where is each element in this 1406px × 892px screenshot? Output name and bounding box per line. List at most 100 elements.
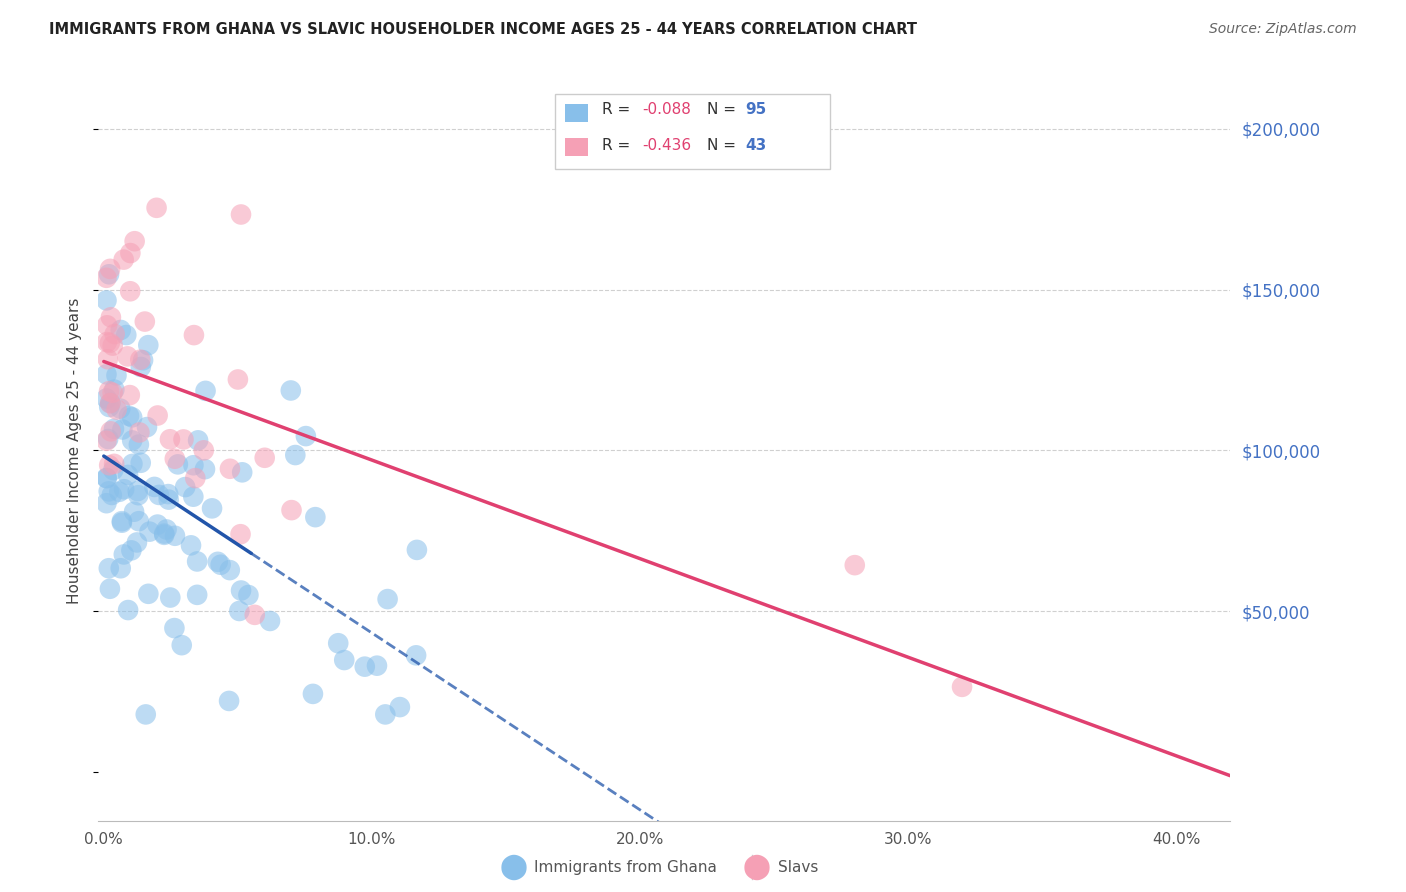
Point xyxy=(284,448,307,462)
Point xyxy=(174,480,197,494)
Point xyxy=(98,335,121,350)
Point xyxy=(238,588,260,602)
Point xyxy=(173,433,195,447)
Point xyxy=(406,542,429,557)
Point xyxy=(374,707,396,722)
Point xyxy=(98,261,121,276)
Point xyxy=(229,583,252,598)
Point xyxy=(183,458,205,473)
Text: -0.436: -0.436 xyxy=(643,138,692,153)
Point xyxy=(108,484,131,499)
Point xyxy=(353,659,375,673)
Point xyxy=(145,201,167,215)
Point xyxy=(98,458,121,473)
Point xyxy=(132,353,155,368)
Point xyxy=(96,293,118,308)
Point xyxy=(105,368,128,383)
Point xyxy=(377,592,399,607)
Point xyxy=(229,207,252,221)
Point xyxy=(127,488,149,502)
Point xyxy=(103,422,125,436)
Point xyxy=(104,326,127,341)
Point xyxy=(201,501,224,516)
Point xyxy=(193,443,215,458)
Point xyxy=(280,503,302,517)
Point xyxy=(138,524,160,539)
Point xyxy=(157,492,180,507)
Point xyxy=(96,368,118,382)
Point xyxy=(243,607,266,622)
Point xyxy=(127,484,149,499)
Point xyxy=(159,591,181,605)
Point xyxy=(110,323,132,337)
Point xyxy=(170,638,193,652)
Point xyxy=(112,252,135,267)
Point xyxy=(405,648,427,663)
Point xyxy=(117,603,139,617)
Point xyxy=(229,527,252,541)
Point xyxy=(333,653,356,667)
Text: ⬤: ⬤ xyxy=(499,855,527,880)
Point xyxy=(111,514,134,528)
Point xyxy=(115,328,138,343)
Point xyxy=(125,535,148,549)
Text: N =: N = xyxy=(707,138,741,153)
Point xyxy=(194,384,217,398)
Point xyxy=(98,400,121,414)
Text: N =: N = xyxy=(707,103,741,117)
Text: 43: 43 xyxy=(745,138,766,153)
Text: IMMIGRANTS FROM GHANA VS SLAVIC HOUSEHOLDER INCOME AGES 25 - 44 YEARS CORRELATIO: IMMIGRANTS FROM GHANA VS SLAVIC HOUSEHOL… xyxy=(49,22,917,37)
Point xyxy=(183,490,205,504)
Point xyxy=(100,310,122,325)
Point xyxy=(96,471,118,485)
Point xyxy=(103,463,125,477)
Point xyxy=(103,383,125,397)
Point xyxy=(96,392,118,406)
Point xyxy=(112,483,135,497)
Point xyxy=(96,334,118,349)
Point xyxy=(136,420,159,434)
Point xyxy=(218,563,240,577)
Point xyxy=(118,388,141,402)
Text: 95: 95 xyxy=(745,103,766,117)
Point xyxy=(153,528,176,542)
Point xyxy=(153,526,176,541)
Text: -0.088: -0.088 xyxy=(643,103,692,117)
Point xyxy=(253,450,276,465)
Point xyxy=(96,270,118,285)
Point xyxy=(100,396,122,410)
Point xyxy=(295,429,318,443)
Point xyxy=(96,496,118,510)
Point xyxy=(121,434,143,448)
Point xyxy=(155,523,177,537)
Point xyxy=(128,425,150,440)
Point xyxy=(304,510,326,524)
Point xyxy=(98,396,121,410)
Point xyxy=(98,582,121,596)
Point xyxy=(163,451,186,466)
Point xyxy=(844,558,866,573)
Point xyxy=(105,402,128,417)
Point xyxy=(302,687,325,701)
Point xyxy=(98,384,121,399)
Point xyxy=(366,658,388,673)
Point xyxy=(110,401,132,416)
Point xyxy=(120,543,142,558)
Point xyxy=(129,352,152,367)
Point xyxy=(328,636,350,650)
Point xyxy=(135,707,157,722)
Point xyxy=(122,505,145,519)
Point xyxy=(120,246,142,260)
Point xyxy=(146,517,169,532)
Point xyxy=(231,466,253,480)
Point xyxy=(950,680,973,694)
Point xyxy=(159,432,181,446)
Point xyxy=(96,471,118,485)
Point xyxy=(183,328,205,343)
Point xyxy=(187,434,209,448)
Point xyxy=(117,467,139,482)
Point xyxy=(103,457,125,471)
Point xyxy=(118,409,141,423)
Point xyxy=(146,409,169,423)
Point xyxy=(110,561,132,575)
